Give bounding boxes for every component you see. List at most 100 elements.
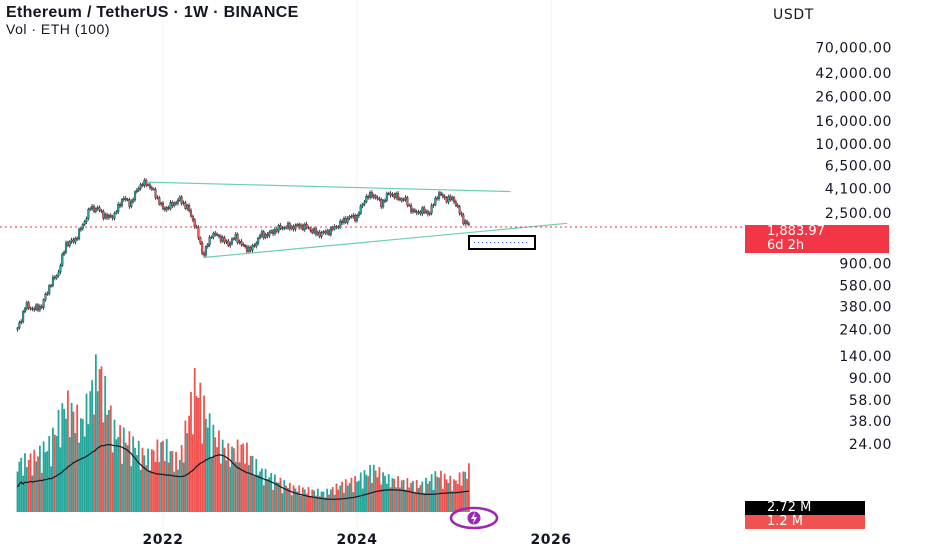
candle-body — [51, 277, 54, 286]
candle-body — [199, 237, 202, 244]
candle-body — [206, 244, 209, 247]
volume-bar — [135, 455, 138, 512]
price-tick-label: 26,000.00 — [815, 90, 892, 106]
volume-bar — [27, 460, 30, 512]
candle-body — [61, 253, 64, 266]
volume-bar — [236, 439, 239, 512]
lower-trendline[interactable] — [203, 222, 568, 259]
volume-legend[interactable]: Vol · ETH (100) — [6, 21, 110, 37]
volume-bar — [428, 481, 431, 512]
candle-body — [66, 242, 69, 246]
candle-body — [40, 306, 43, 308]
candle-body — [55, 275, 58, 279]
candle-body — [393, 194, 396, 198]
volume-bar — [361, 488, 364, 512]
candle-body — [355, 215, 359, 222]
volume-bar — [175, 451, 177, 512]
volume-bar — [387, 474, 390, 512]
candle-body — [98, 207, 101, 211]
candle-body — [369, 192, 372, 198]
candle-body — [441, 194, 444, 197]
volume-bar — [72, 411, 75, 512]
volume-bar — [292, 485, 295, 512]
candle-body — [361, 203, 364, 207]
volume-bar — [350, 477, 353, 512]
volume-bar — [378, 467, 381, 512]
candle-body — [156, 197, 159, 199]
candle-body — [396, 193, 400, 200]
volume-bar — [130, 466, 133, 512]
candle-body — [247, 247, 250, 252]
volume-bar — [134, 447, 136, 512]
candle-body — [333, 226, 336, 230]
volume-bar — [66, 390, 69, 512]
volume-bar — [126, 445, 129, 512]
time-tick-label: 2022 — [143, 532, 184, 548]
volume-bar — [460, 485, 463, 512]
brand-icon[interactable] — [449, 506, 499, 530]
volume-bar — [111, 452, 114, 512]
candle-body — [225, 240, 228, 243]
volume-bar — [404, 489, 407, 512]
chart-title[interactable]: Ethereum / TetherUS · 1W · BINANCE — [6, 4, 299, 21]
volume-bar — [397, 476, 399, 512]
candle-body — [212, 232, 215, 238]
volume-bar — [124, 442, 127, 512]
candle-body — [389, 192, 392, 196]
candle-body — [165, 207, 168, 211]
candle-body — [249, 247, 252, 251]
volume-bar — [430, 474, 433, 512]
volume-bar — [454, 480, 457, 512]
candle-body — [83, 221, 86, 225]
price-axis[interactable]: USDT 70,000.00 42,000.00 26,000.00 16,000.00… — [773, 7, 892, 453]
candle-body — [322, 231, 325, 234]
candle-body — [466, 220, 469, 224]
volume-bar — [128, 431, 131, 512]
time-axis[interactable]: 2022 2024 2026 — [143, 532, 572, 548]
volume-bar — [85, 393, 88, 512]
volume-bar — [180, 445, 183, 512]
candle-body — [137, 188, 140, 191]
volume-bar — [167, 462, 170, 512]
volume-bar — [337, 489, 340, 512]
candle-body — [255, 243, 258, 247]
volume-bar — [262, 485, 265, 512]
candle-body — [439, 192, 442, 195]
volume-bar — [302, 487, 304, 512]
price-tick-label: 90.00 — [849, 371, 892, 387]
target-box[interactable] — [468, 235, 536, 250]
candle-body — [64, 242, 68, 253]
candle-body — [436, 197, 439, 200]
candle-body — [202, 253, 206, 256]
price-tick-label: 240.00 — [839, 322, 892, 338]
volume-bar — [76, 404, 79, 512]
volume-bar — [413, 491, 416, 512]
candle-body — [370, 192, 373, 198]
price-tick-label: 70,000.00 — [815, 40, 892, 56]
volume-bar — [214, 437, 217, 512]
candle-body — [76, 237, 79, 240]
volume-bar — [59, 447, 62, 512]
volume-bar — [106, 414, 108, 512]
volume-bar — [74, 432, 77, 512]
candle-body — [454, 201, 457, 206]
candle-body — [33, 308, 36, 310]
candle-body — [432, 204, 435, 206]
volume-bar — [57, 409, 60, 512]
volume-bar — [275, 482, 278, 512]
volume-bar — [50, 466, 52, 512]
candle-body — [238, 240, 241, 243]
volume-bar — [260, 468, 263, 512]
candle-body — [298, 224, 301, 228]
volume-bar — [300, 495, 302, 512]
upper-trendline[interactable] — [146, 181, 511, 193]
volume-bar — [206, 427, 209, 512]
candle-body — [275, 229, 278, 232]
volume-bar — [329, 489, 332, 512]
candle-body — [143, 180, 146, 186]
candle-body — [130, 201, 133, 207]
volume-bar — [132, 436, 135, 512]
volume-bar — [80, 418, 82, 512]
volume-bar — [363, 470, 366, 512]
